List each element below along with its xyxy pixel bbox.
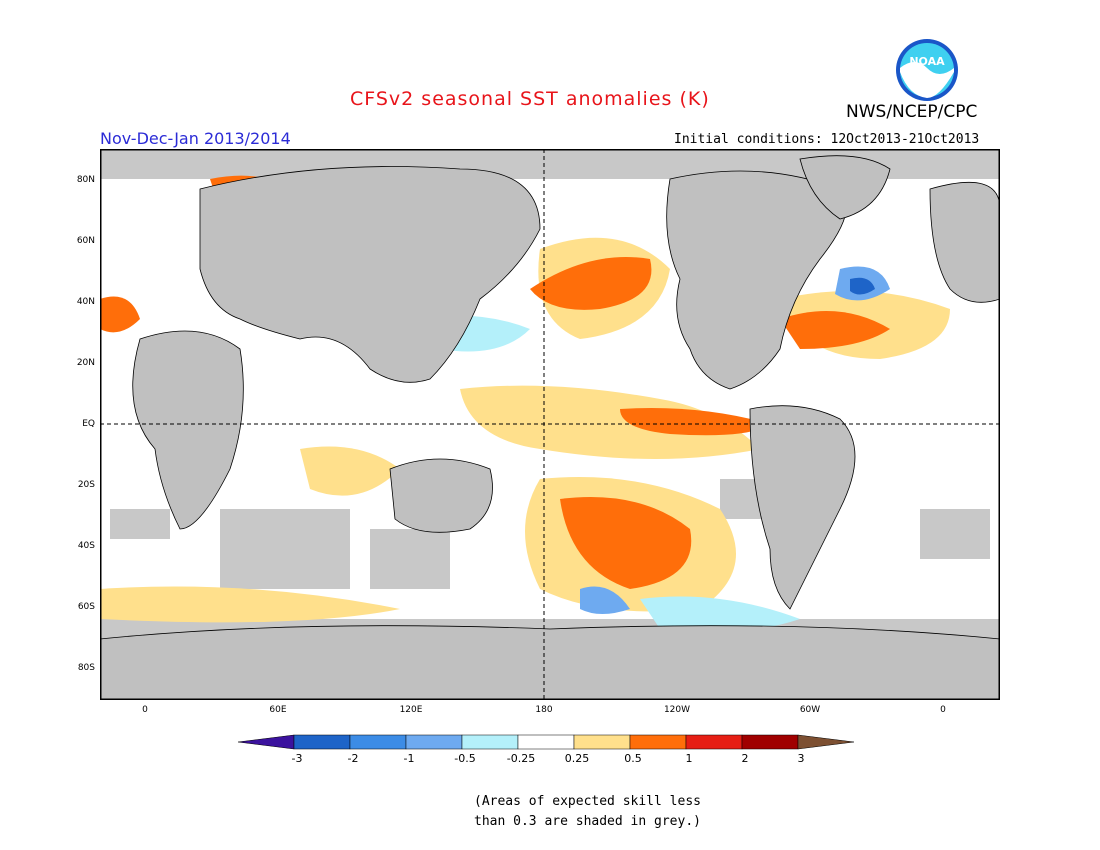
colorbar-segment: [517, 734, 575, 750]
sst-anomaly-map: [100, 149, 1000, 700]
lon-label: 0: [142, 705, 148, 715]
noaa-logo: NOAA: [896, 39, 958, 101]
lat-label: 40N: [76, 297, 95, 307]
colorbar-arrow-high: [797, 734, 855, 750]
lon-label: 60E: [269, 705, 287, 715]
colorbar-segment: [741, 734, 799, 750]
skill-note-line: (Areas of expected skill less: [474, 794, 701, 809]
skill-note: (Areas of expected skill less than 0.3 a…: [474, 792, 701, 832]
colorbar-segment: [629, 734, 687, 750]
colorbar-segment: [293, 734, 351, 750]
south-america: [749, 405, 856, 610]
lon-label: 180: [535, 705, 553, 715]
colorbar-segment: [349, 734, 407, 750]
map-title: CFSv2 seasonal SST anomalies (K): [350, 88, 710, 110]
colorbar-tick: -3: [291, 752, 303, 765]
warm-patch-strong: [780, 311, 890, 349]
cool-patch: [640, 596, 800, 633]
colorbar-segment: [461, 734, 519, 750]
lat-label: 80N: [76, 175, 95, 185]
colorbar-arrow-low: [238, 734, 295, 750]
forecast-period: Nov-Dec-Jan 2013/2014: [100, 129, 291, 148]
lat-label: 40S: [77, 541, 95, 551]
lat-label: 20N: [76, 358, 95, 368]
lat-label: 60N: [76, 236, 95, 246]
lat-label: 20S: [77, 480, 95, 490]
cool-patch: [580, 586, 630, 614]
agency-label: NWS/NCEP/CPC: [846, 102, 978, 122]
land-masses: [100, 155, 1000, 700]
warm-patch: [460, 385, 760, 459]
lat-label: 60S: [77, 602, 95, 612]
colorbar-tick: -1: [403, 752, 415, 765]
cool-patch: [850, 277, 875, 295]
lat-label: 80S: [77, 663, 95, 673]
europe-west: [929, 182, 1000, 303]
map-frame: [100, 149, 1000, 700]
warm-patch-strong: [530, 257, 652, 310]
lat-label: EQ: [82, 419, 95, 429]
warm-patch-strong: [100, 296, 140, 333]
colorbar-tick: 0.5: [624, 752, 642, 765]
warm-patch: [100, 586, 400, 623]
warm-patch-strong: [560, 497, 692, 589]
antarctica: [100, 625, 1000, 700]
initial-conditions: Initial conditions: 12Oct2013-21Oct2013: [674, 132, 980, 147]
warm-patch-strong: [620, 408, 770, 436]
colorbar-tick: 2: [741, 752, 749, 765]
colorbar-tick: -0.5: [454, 752, 476, 765]
colorbar-tick: -0.25: [506, 752, 536, 765]
warm-patch: [300, 446, 400, 496]
greenland: [799, 155, 891, 220]
colorbar: [238, 734, 855, 750]
skill-note-line: than 0.3 are shaded in grey.): [474, 814, 701, 829]
eurasia: [199, 166, 541, 383]
lon-label: 60W: [799, 705, 821, 715]
lon-label: 120E: [399, 705, 423, 715]
anomaly-patches: [100, 175, 950, 633]
colorbar-tick: 0.25: [564, 752, 590, 765]
svg-text:NOAA: NOAA: [909, 55, 945, 68]
lon-label: 120W: [663, 705, 691, 715]
colorbar-tick: -2: [347, 752, 359, 765]
lon-label: 0: [940, 705, 946, 715]
colorbar-tick: 3: [797, 752, 805, 765]
colorbar-segment: [405, 734, 463, 750]
australia: [389, 458, 493, 533]
africa: [132, 330, 244, 530]
colorbar-segment: [573, 734, 631, 750]
colorbar-segment: [685, 734, 743, 750]
colorbar-tick: 1: [685, 752, 693, 765]
